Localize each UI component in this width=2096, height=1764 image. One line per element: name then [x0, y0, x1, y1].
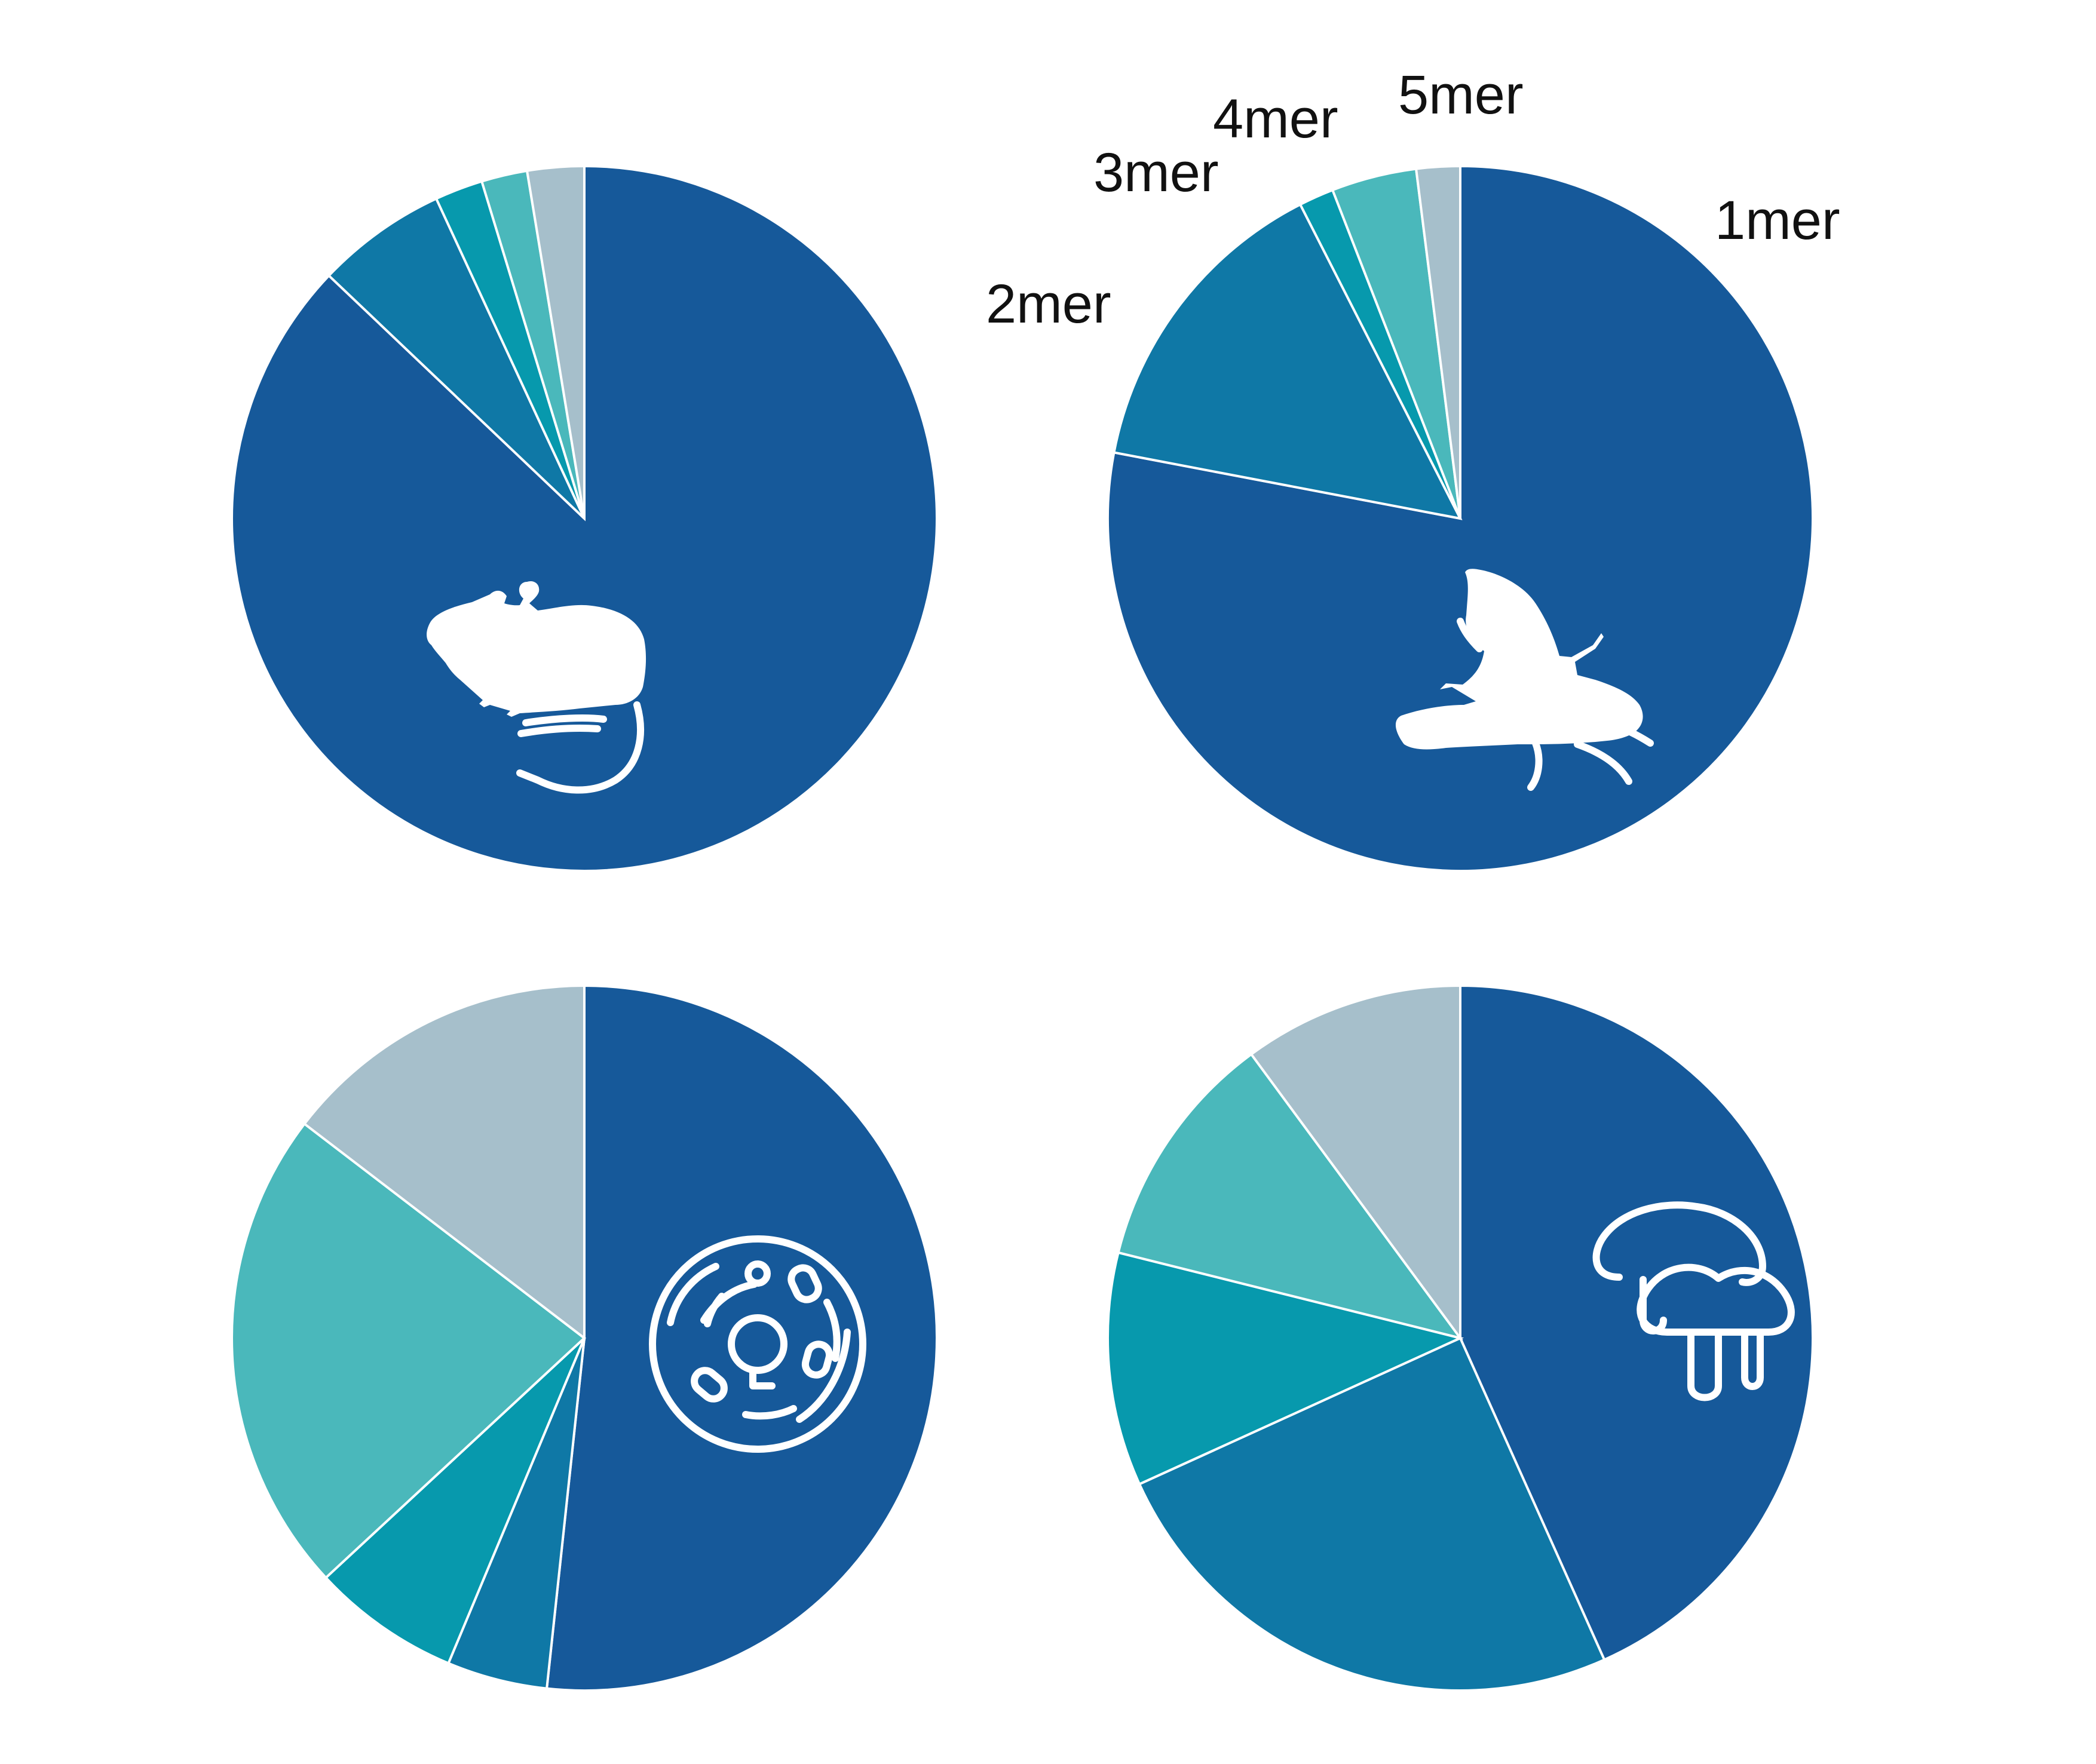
- pie-chart-cell: [231, 984, 938, 1692]
- label-1mer: 1mer: [1715, 190, 1840, 251]
- label-3mer: 3mer: [1093, 142, 1219, 203]
- pie-chart-mushroom: [1107, 984, 1814, 1692]
- slice-1mer: [1459, 984, 1814, 1662]
- slice-5mer: [1249, 984, 1461, 1342]
- label-5mer: 5mer: [1398, 65, 1524, 125]
- pie-chart-mouse: [231, 164, 938, 872]
- slice-5mer: [525, 164, 586, 519]
- slice-2mer: [446, 1337, 586, 1690]
- slice-5mer: [1414, 164, 1461, 519]
- pie-chart-fly: 1mer 2mer 3mer 4mer 5mer: [986, 65, 1840, 872]
- slice-3mer: [324, 1337, 586, 1665]
- slice-2mer: [1113, 203, 1463, 520]
- label-2mer: 2mer: [986, 274, 1111, 335]
- slice-4mer: [231, 1122, 587, 1579]
- slice-2mer: [1138, 1336, 1606, 1692]
- slice-3mer: [1107, 1251, 1464, 1486]
- label-4mer: 4mer: [1213, 88, 1338, 149]
- slice-5mer: [302, 984, 586, 1341]
- slice-4mer: [1117, 1053, 1463, 1340]
- slice-1mer: [545, 984, 938, 1692]
- slice-2mer: [327, 197, 586, 520]
